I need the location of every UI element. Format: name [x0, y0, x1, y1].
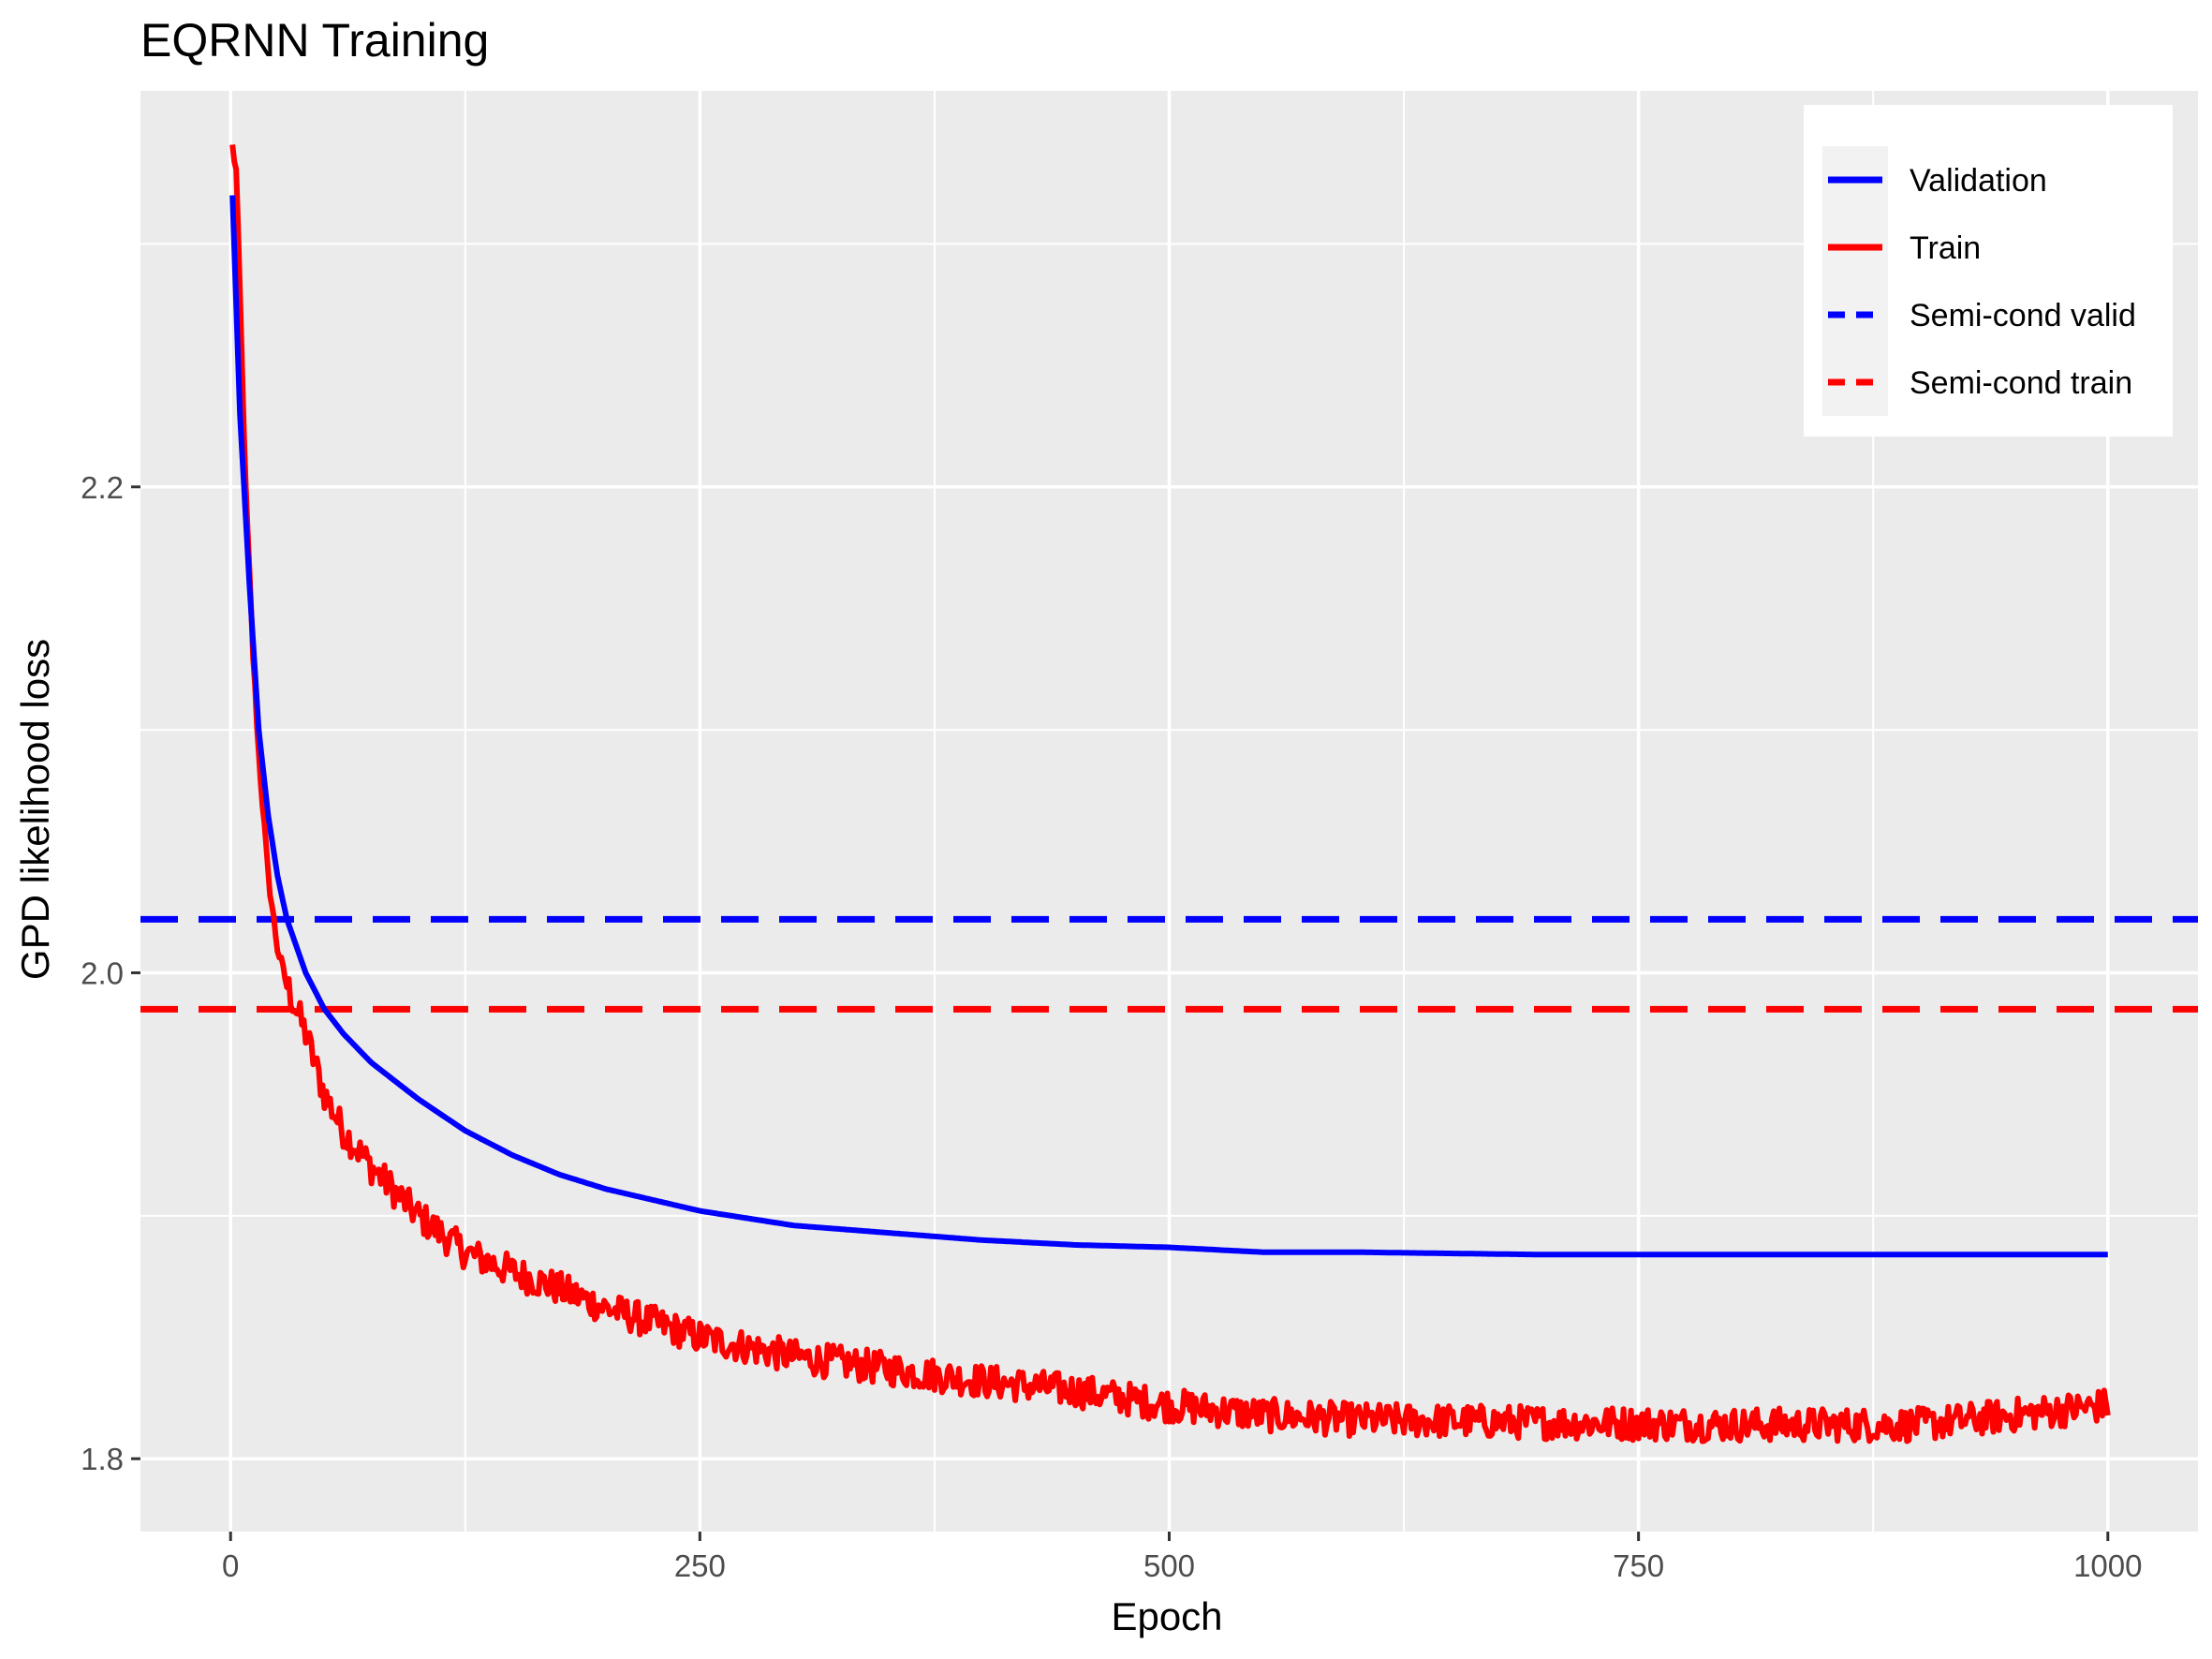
legend-label-validation: Validation	[1910, 163, 2047, 199]
y-axis-title: GPD likelihood loss	[13, 639, 57, 980]
series-train	[229, 144, 2111, 1444]
legend-label-semi-cond-train: Semi-cond train	[1910, 365, 2132, 401]
y-tick-label: 2.0	[81, 955, 124, 990]
x-tick-label: 0	[222, 1548, 239, 1583]
y-axis: 1.8 2.0 2.2	[81, 470, 140, 1476]
series-validation	[229, 195, 2109, 1258]
series-layer	[140, 144, 2198, 1444]
x-tick-label: 750	[1613, 1548, 1664, 1583]
legend-label-train: Train	[1910, 230, 1981, 266]
legend: Validation Train Semi-cond valid Semi-cond …	[1804, 105, 2173, 437]
legend-label-semi-cond-valid: Semi-cond valid	[1910, 298, 2136, 333]
y-tick-label: 2.2	[81, 470, 124, 505]
x-tick-label: 1000	[2073, 1548, 2142, 1583]
x-tick-label: 500	[1143, 1548, 1195, 1583]
x-tick-label: 250	[674, 1548, 726, 1583]
x-axis-title: Epoch	[1111, 1594, 1222, 1638]
grid-major	[140, 91, 2198, 1532]
x-axis: 0 250 500 750 1000	[222, 1532, 2142, 1583]
y-tick-label: 1.8	[81, 1442, 124, 1476]
chart-title: EQRNN Training	[140, 14, 489, 67]
